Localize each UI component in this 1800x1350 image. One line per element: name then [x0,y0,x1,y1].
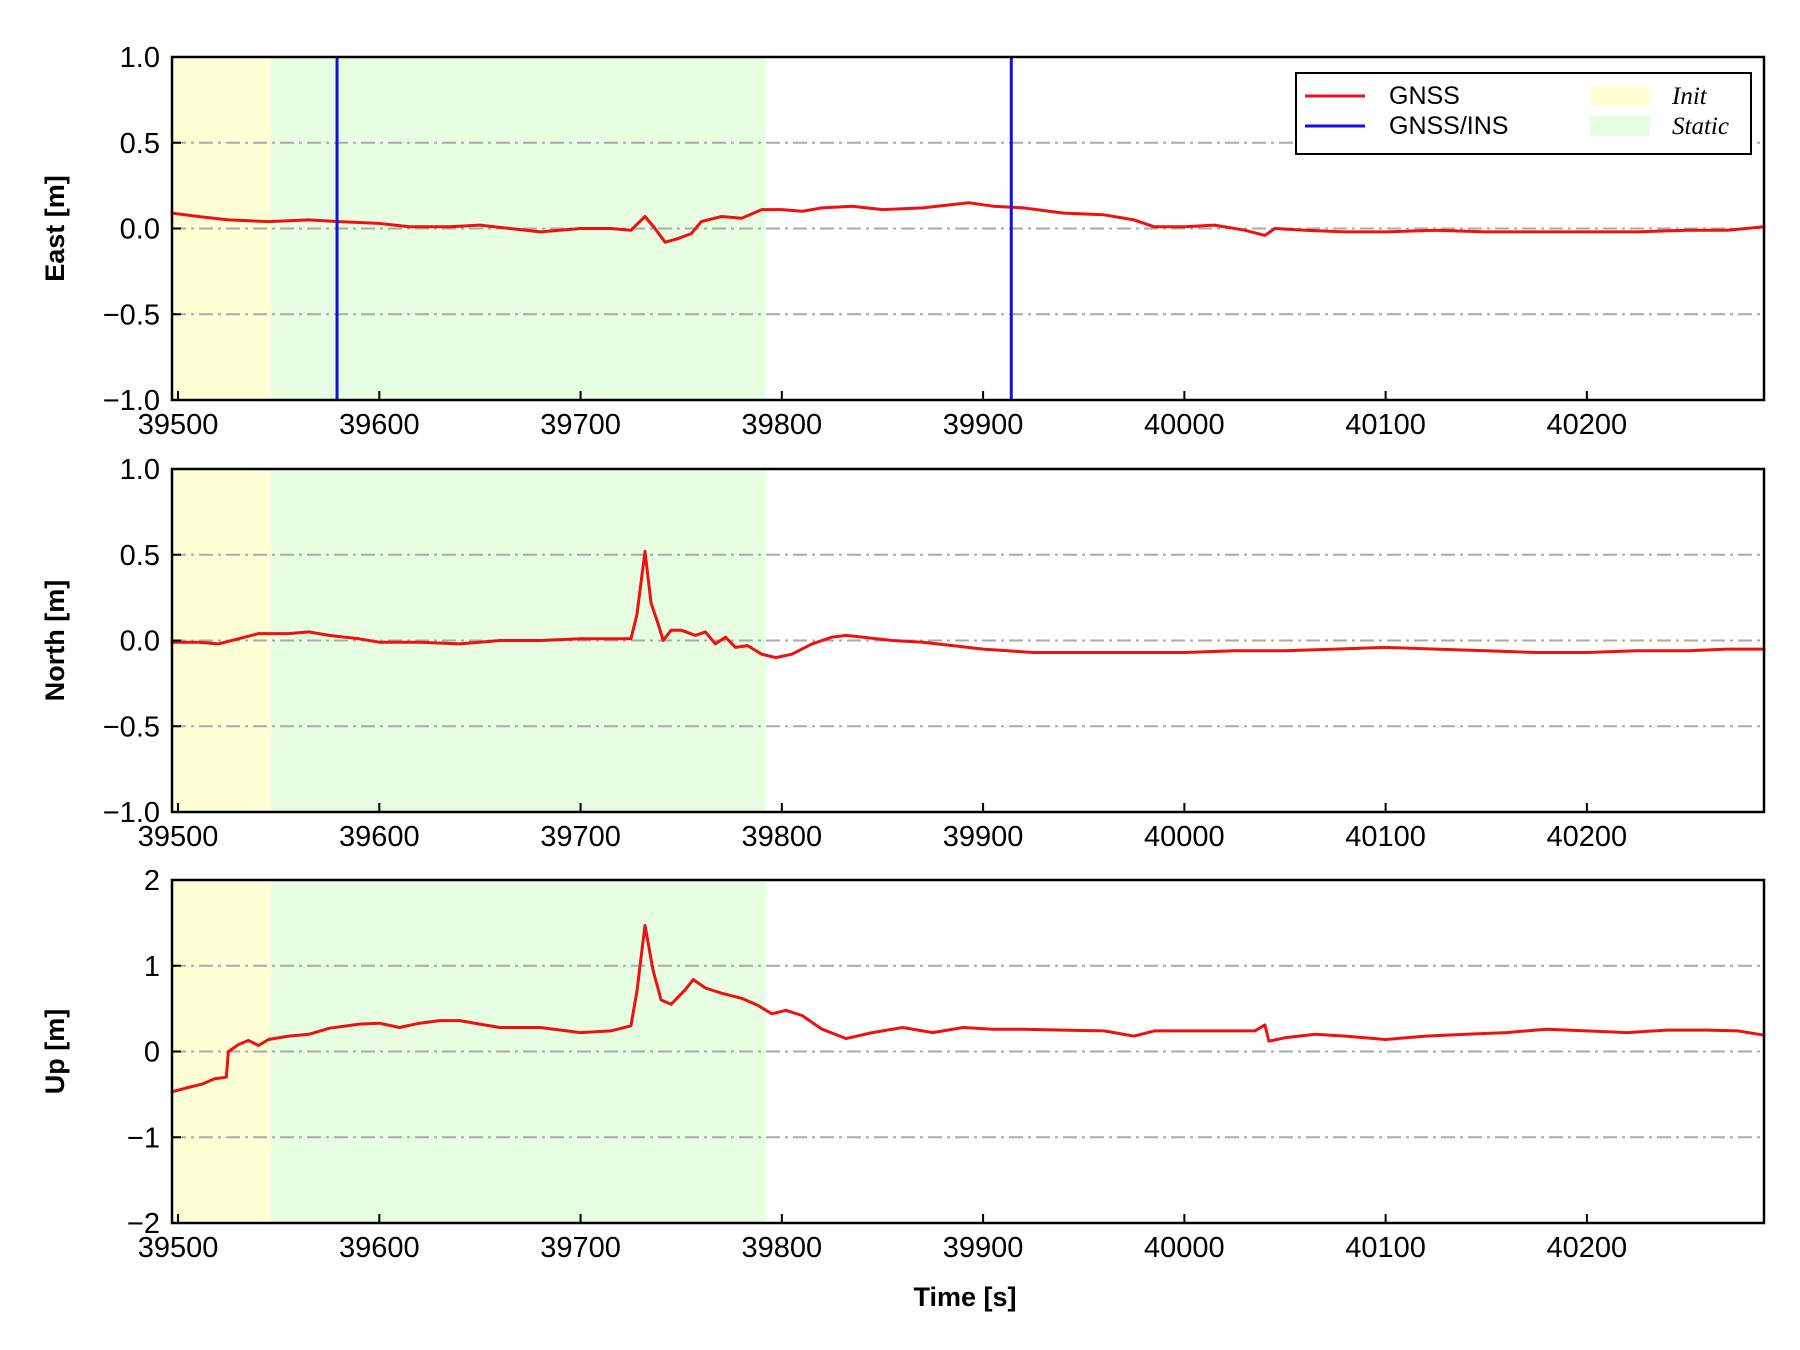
x-tick-label: 39800 [742,821,823,853]
x-tick-label: 39700 [540,821,621,853]
y-tick-label: −1 [127,1122,160,1154]
y-tick-label: −0.5 [103,299,160,331]
y-axis-title: Up [m] [40,1009,70,1094]
x-tick-label: 40100 [1345,1232,1426,1264]
y-tick-label: 0.0 [120,626,160,658]
x-tick-label: 40200 [1547,821,1628,853]
x-tick-label: 39700 [540,409,621,441]
y-tick-label: 1.0 [120,454,160,486]
x-axis-title: Time [s] [913,1282,1016,1312]
x-tick-label: 40000 [1144,409,1225,441]
y-tick-label: −1.0 [103,385,160,417]
x-tick-label: 39700 [540,1232,621,1264]
legend-label: Init [1671,83,1708,110]
y-tick-label: −2 [127,1208,160,1240]
x-tick-label: 40000 [1144,821,1225,853]
y-tick-label: 1.0 [120,42,160,74]
y-tick-label: 1 [144,951,160,983]
series-gnss-line [170,923,1766,1094]
x-tick-label: 39600 [339,409,420,441]
y-axis-title: North [m] [40,580,70,701]
x-tick-label: 39900 [943,1232,1024,1264]
x-tick-label: 39500 [138,821,219,853]
x-tick-label: 40000 [1144,1232,1225,1264]
y-tick-label: 0.5 [120,540,160,572]
x-tick-label: 39500 [138,1232,219,1264]
legend-label: Static [1672,113,1729,140]
y-axis-title: East [m] [40,175,70,282]
x-tick-label: 40200 [1547,409,1628,441]
x-tick-label: 40200 [1547,1232,1628,1264]
y-tick-label: −1.0 [103,797,160,829]
y-tick-label: 0.0 [120,214,160,246]
x-tick-label: 39600 [339,1232,420,1264]
x-tick-label: 39800 [742,1232,823,1264]
y-tick-label: −0.5 [103,711,160,743]
y-tick-label: 0.5 [120,128,160,160]
y-tick-label: 0 [144,1037,160,1069]
legend-box [1295,72,1752,155]
x-tick-label: 39800 [742,409,823,441]
x-tick-label: 40100 [1345,409,1426,441]
x-tick-label: 39600 [339,821,420,853]
series-gnss-line [170,201,1766,244]
x-tick-label: 39900 [943,821,1024,853]
legend-label: GNSS/INS [1389,112,1508,140]
legend-init-swatch [1590,86,1650,106]
x-tick-label: 39500 [138,409,219,441]
y-tick-label: 2 [144,865,160,897]
x-tick-label: 40100 [1345,821,1426,853]
legend-label: GNSS [1389,82,1460,110]
x-tick-label: 39900 [943,409,1024,441]
series-gnss-line [170,549,1766,660]
legend-static-swatch [1590,116,1650,136]
